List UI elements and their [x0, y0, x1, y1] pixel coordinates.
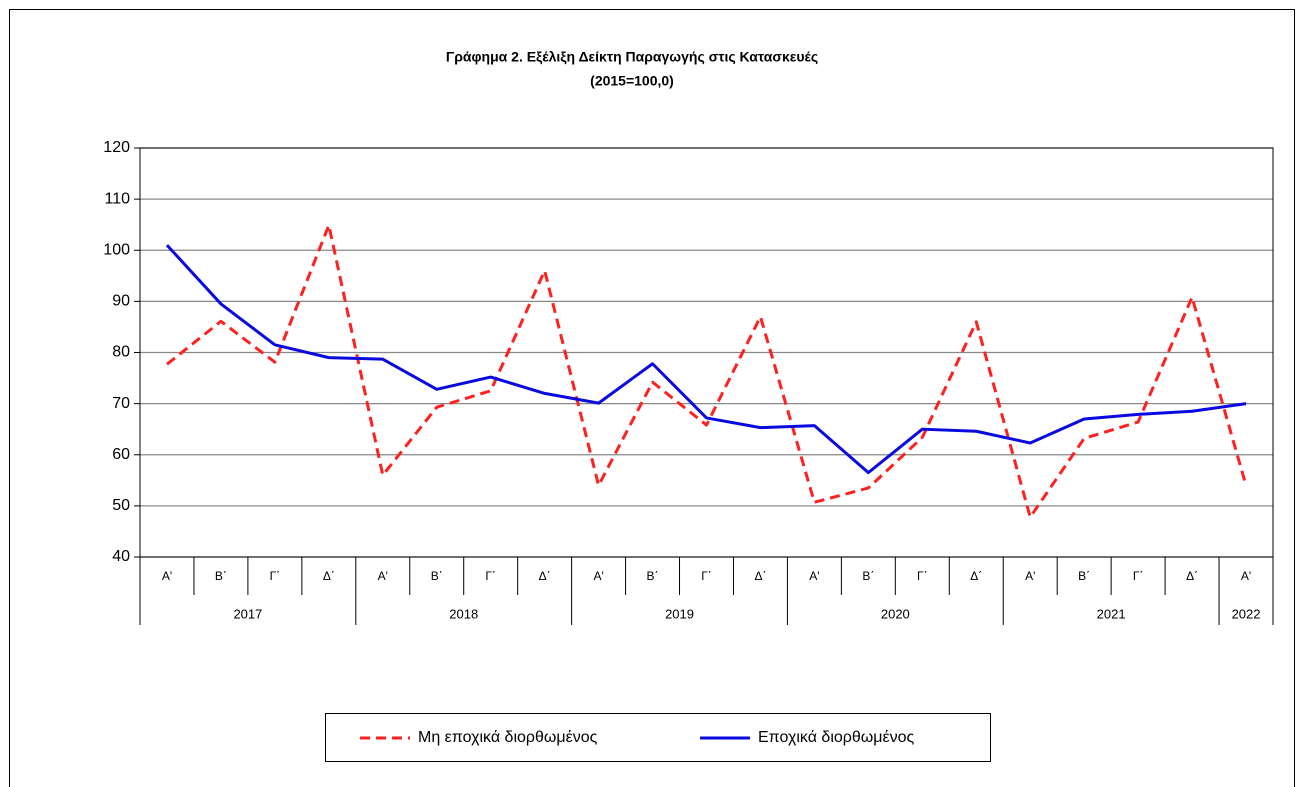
x-group-label: 2021: [1097, 606, 1126, 621]
x-group-label: 2019: [665, 606, 694, 621]
x-tick-label: Γ΄: [917, 569, 928, 583]
chart-subtitle: (2015=100,0): [590, 73, 674, 89]
x-tick-label: Δ΄: [970, 569, 982, 583]
x-tick-label: Α': [1025, 569, 1035, 583]
legend-label: Εποχικά διορθωμένος: [758, 729, 915, 746]
y-tick-label: 80: [112, 344, 130, 361]
y-tick-label: 50: [112, 497, 130, 514]
legend-label: Μη εποχικά διορθωμένος: [418, 729, 598, 746]
series-line: [165, 244, 1247, 475]
x-group-label: 2020: [881, 606, 910, 621]
x-tick-label: Δ΄: [1186, 569, 1198, 583]
series-line: [166, 223, 1248, 519]
x-tick-label: Γ΄: [701, 569, 712, 583]
x-tick-label: Δ΄: [323, 569, 335, 583]
legend-box: [325, 713, 991, 762]
x-group-label: 2017: [233, 606, 262, 621]
y-tick-label: 100: [103, 241, 130, 258]
plot-border: [139, 147, 1274, 558]
chart-title: Γράφημα 2. Εξέλιξη Δείκτη Παραγωγής στις…: [446, 49, 818, 65]
y-tick-label: 90: [112, 293, 130, 310]
x-group-label: 2018: [449, 606, 478, 621]
x-tick-label: Β΄: [215, 569, 227, 583]
x-tick-label: Γ΄: [270, 569, 281, 583]
y-tick-label: 120: [103, 139, 130, 156]
y-tick-label: 110: [104, 190, 130, 207]
x-tick-label: Β΄: [647, 569, 659, 583]
x-tick-label: Α': [809, 569, 819, 583]
x-tick-label: Β΄: [431, 569, 443, 583]
x-tick-label: Β΄: [862, 569, 874, 583]
chart-border: [9, 9, 1295, 787]
y-tick-label: 40: [112, 548, 130, 565]
y-tick-label: 60: [112, 446, 130, 463]
x-tick-label: Α': [162, 569, 172, 583]
x-tick-label: Δ΄: [539, 569, 551, 583]
y-tick-label: 70: [112, 395, 130, 412]
x-tick-label: Γ΄: [485, 569, 496, 583]
x-tick-label: Β΄: [1078, 569, 1090, 583]
x-tick-label: Α': [593, 569, 603, 583]
x-tick-label: Α': [1241, 569, 1251, 583]
x-tick-label: Γ΄: [1133, 569, 1144, 583]
x-tick-label: Δ΄: [754, 569, 766, 583]
x-group-label: 2022: [1232, 606, 1261, 621]
x-tick-label: Α': [378, 569, 388, 583]
